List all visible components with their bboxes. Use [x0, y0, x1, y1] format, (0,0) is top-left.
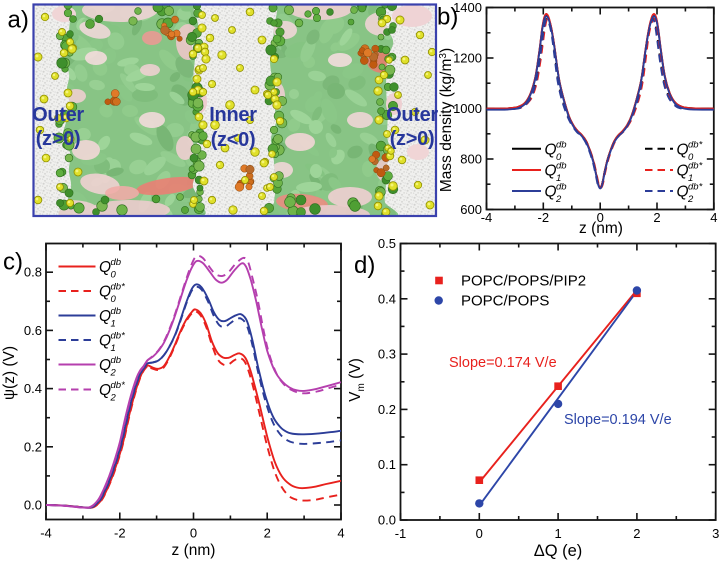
svg-text:POPC/POPS/PIP2: POPC/POPS/PIP2: [461, 273, 586, 290]
svg-text:0: 0: [556, 152, 562, 163]
svg-text:Q: Q: [677, 184, 689, 201]
svg-text:1: 1: [554, 526, 561, 541]
svg-text:Q: Q: [545, 184, 557, 201]
svg-text:0: 0: [476, 526, 483, 541]
svg-text:Slope=0.174 V/e: Slope=0.174 V/e: [449, 355, 557, 371]
svg-text:Q: Q: [677, 163, 689, 180]
svg-text:1: 1: [688, 173, 693, 184]
svg-text:db*: db*: [688, 182, 703, 193]
svg-text:Q: Q: [99, 382, 111, 399]
svg-text:2: 2: [555, 194, 562, 205]
svg-text:(z<0): (z<0): [211, 129, 256, 151]
svg-text:2: 2: [110, 368, 117, 379]
svg-text:1: 1: [111, 343, 116, 354]
svg-text:0.8: 0.8: [24, 265, 42, 280]
svg-text:0: 0: [190, 526, 197, 541]
svg-text:4: 4: [710, 210, 717, 225]
svg-text:-2: -2: [538, 210, 550, 225]
svg-text:2: 2: [264, 526, 271, 541]
svg-text:-4: -4: [40, 526, 52, 541]
svg-text:Q: Q: [99, 259, 111, 276]
svg-text:1000: 1000: [453, 101, 482, 116]
svg-text:db*: db*: [688, 139, 703, 150]
svg-text:3: 3: [712, 526, 719, 541]
svg-text:0.6: 0.6: [24, 323, 42, 338]
svg-text:2: 2: [653, 210, 660, 225]
svg-text:(z>0): (z>0): [36, 128, 81, 150]
svg-text:POPC/POPS: POPC/POPS: [461, 293, 549, 310]
svg-text:z (nm): z (nm): [579, 220, 623, 237]
svg-text:600: 600: [460, 202, 482, 217]
svg-text:0.0: 0.0: [378, 513, 396, 528]
svg-text:b): b): [437, 4, 458, 31]
svg-text:0.2: 0.2: [378, 402, 396, 417]
svg-text:0: 0: [688, 152, 694, 163]
svg-text:2: 2: [633, 526, 640, 541]
svg-text:Q: Q: [545, 163, 557, 180]
svg-text:1: 1: [556, 173, 561, 184]
svg-text:(z>0): (z>0): [390, 128, 435, 150]
svg-text:1400: 1400: [453, 0, 482, 15]
svg-text:Q: Q: [99, 308, 111, 325]
svg-text:0.4: 0.4: [24, 381, 42, 396]
svg-text:db*: db*: [111, 380, 126, 391]
svg-text:z (nm): z (nm): [172, 542, 216, 559]
svg-text:Mass density (kg/m3): Mass density (kg/m3): [438, 48, 456, 192]
svg-text:0.4: 0.4: [378, 291, 396, 306]
svg-text:db: db: [556, 182, 567, 193]
svg-text:db*: db*: [111, 282, 126, 293]
svg-text:0.0: 0.0: [24, 498, 42, 513]
svg-text:db: db: [111, 257, 122, 268]
svg-text:db: db: [111, 355, 122, 366]
svg-text:db: db: [556, 139, 567, 150]
svg-text:-1: -1: [395, 526, 407, 541]
svg-text:Q: Q: [677, 141, 689, 158]
svg-text:1200: 1200: [453, 51, 482, 66]
svg-text:2: 2: [110, 393, 117, 404]
svg-text:4: 4: [337, 526, 344, 541]
svg-text:db*: db*: [688, 161, 703, 172]
svg-text:0.5: 0.5: [378, 236, 396, 251]
svg-text:Slope=0.194 V/e: Slope=0.194 V/e: [564, 412, 672, 428]
svg-text:Q: Q: [545, 141, 557, 158]
svg-text:c): c): [3, 249, 23, 276]
svg-text:2: 2: [687, 194, 694, 205]
svg-text:db*: db*: [111, 331, 126, 342]
svg-text:Outer: Outer: [386, 104, 438, 126]
svg-text:Q: Q: [99, 284, 111, 301]
svg-text:0.2: 0.2: [24, 439, 42, 454]
svg-text:Q: Q: [99, 357, 111, 374]
svg-text:0.3: 0.3: [378, 347, 396, 362]
svg-text:Q: Q: [99, 333, 111, 350]
svg-text:0: 0: [111, 270, 117, 281]
svg-text:ψ(z) (V): ψ(z) (V): [1, 346, 18, 400]
svg-text:ΔQ (e): ΔQ (e): [534, 542, 583, 560]
svg-text:a): a): [8, 7, 29, 34]
svg-text:db: db: [556, 161, 567, 172]
svg-text:1: 1: [111, 319, 116, 330]
svg-text:Vm (V): Vm (V): [347, 358, 367, 402]
svg-text:Inner: Inner: [209, 104, 257, 126]
svg-text:800: 800: [460, 152, 482, 167]
svg-text:-4: -4: [481, 210, 493, 225]
svg-text:0.1: 0.1: [378, 457, 396, 472]
svg-text:-2: -2: [114, 526, 126, 541]
svg-text:d): d): [354, 252, 375, 279]
svg-text:0: 0: [597, 210, 604, 225]
svg-text:Outer: Outer: [32, 104, 84, 126]
svg-text:0: 0: [111, 294, 117, 305]
svg-text:db: db: [111, 306, 122, 317]
